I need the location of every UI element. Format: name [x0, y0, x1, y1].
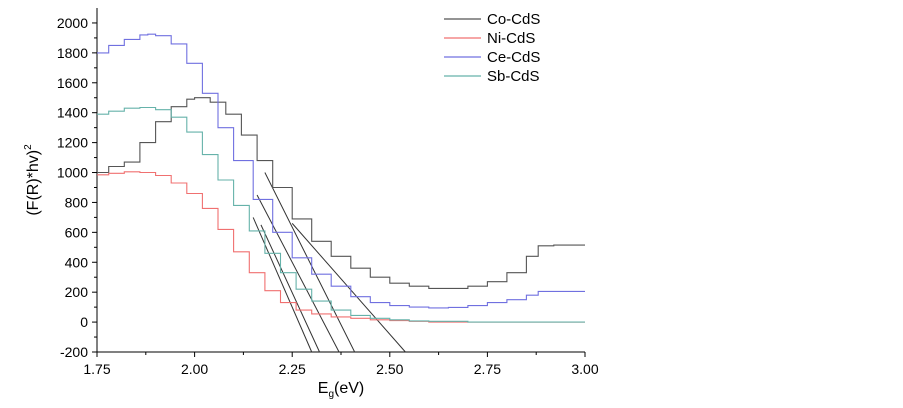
tangent-line [291, 223, 406, 353]
y-tick-label: 0 [80, 314, 88, 330]
x-tick-label: 2.75 [474, 361, 501, 377]
legend-label: Ni-CdS [487, 30, 535, 47]
legend-label: Sb-CdS [487, 68, 540, 85]
series-line-ce-cds [97, 33, 585, 309]
y-tick-label: 1400 [57, 105, 88, 121]
tangent-line [252, 217, 313, 353]
x-tick-label: 3.00 [571, 361, 598, 377]
tangent-lines [252, 172, 406, 353]
legend-label: Co-CdS [487, 11, 540, 28]
y-tick-label: 800 [65, 194, 89, 210]
axis-titles: Eg(eV) (F(R)*hv)2 [23, 144, 364, 400]
series-line-sb-cds [97, 106, 585, 323]
y-tick-label: 1000 [57, 165, 88, 181]
tangent-line [256, 194, 340, 353]
y-tick-label: 1600 [57, 75, 88, 91]
y-tick-label: 1800 [57, 45, 88, 61]
y-axis-title: (F(R)*hv)2 [23, 144, 42, 216]
y-tick-label: 600 [65, 224, 89, 240]
x-tick-label: 2.25 [279, 361, 306, 377]
y-tick-label: 400 [65, 254, 89, 270]
legend: Co-CdS Ni-CdS Ce-CdS Sb-CdS [444, 11, 540, 85]
x-axis-title: Eg(eV) [318, 380, 364, 400]
y-tick-label: 1200 [57, 135, 88, 151]
series-lines [97, 33, 585, 323]
x-tick-label: 1.75 [83, 361, 110, 377]
series-line-ni-cds [97, 171, 585, 323]
tangent-line [260, 224, 320, 353]
y-tick-label: -200 [60, 344, 88, 360]
x-tick-label: 2.50 [376, 361, 403, 377]
legend-label: Ce-CdS [487, 49, 540, 66]
tangent-line [264, 172, 356, 353]
series-line-co-cds [97, 97, 585, 289]
y-tick-label: 2000 [57, 15, 88, 31]
ticks: 1.75 2.00 2.25 2.50 2.75 3.00 -200 0 200 400 600 80… [57, 15, 599, 377]
y-tick-label: 200 [65, 284, 89, 300]
x-tick-label: 2.00 [181, 361, 208, 377]
